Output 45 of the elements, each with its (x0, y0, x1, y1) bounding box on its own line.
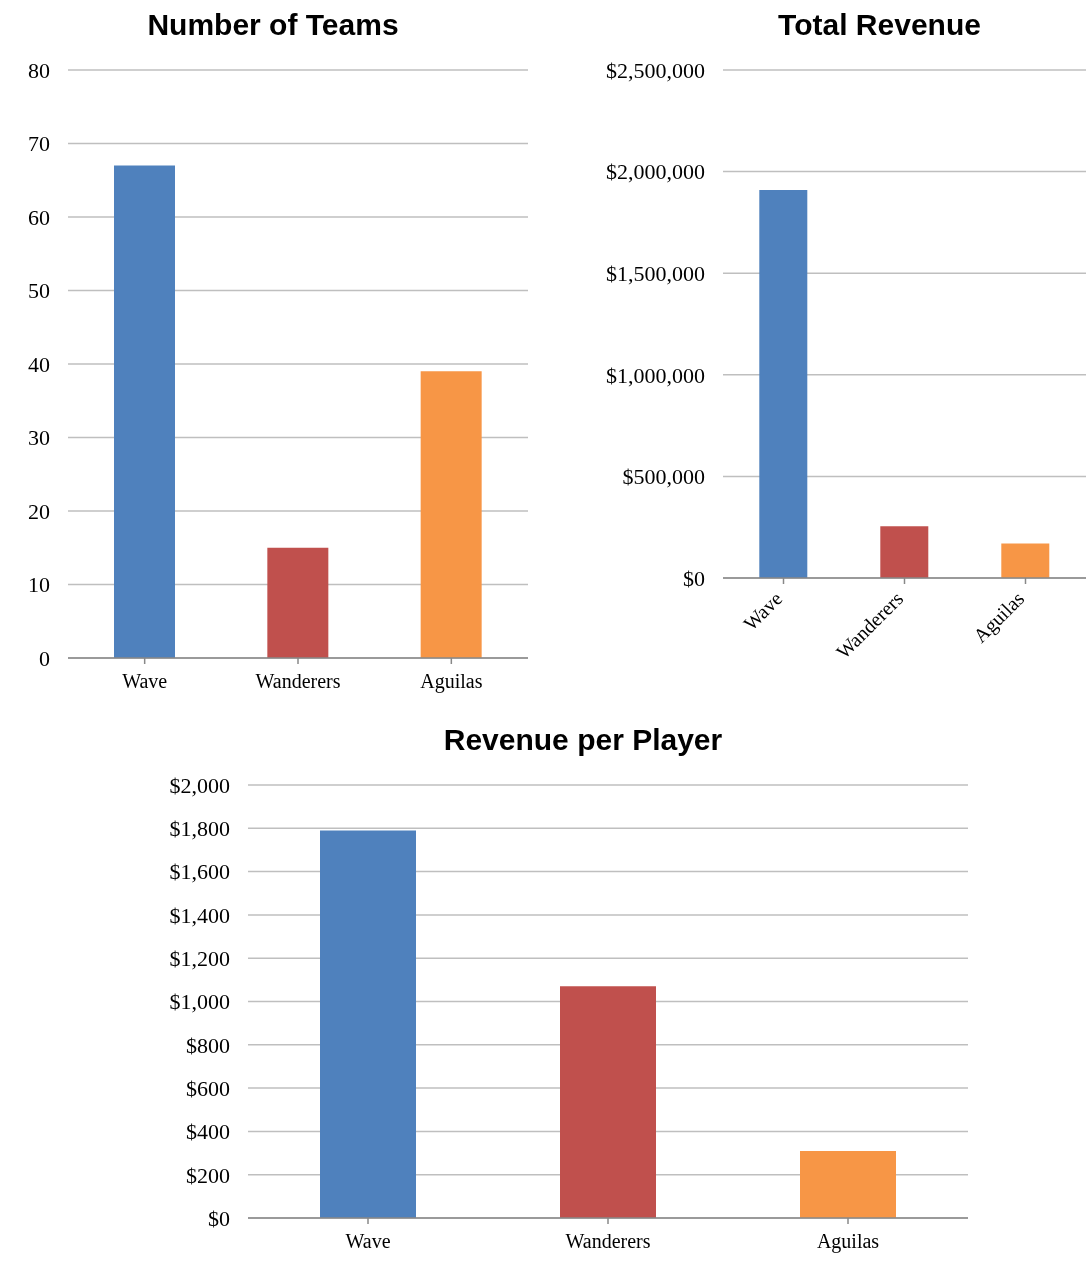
y-tick-label: $2,500,000 (606, 57, 705, 83)
y-tick-label: $2,000,000 (606, 159, 705, 185)
x-tick-label: Wave (122, 670, 168, 692)
y-tick-label: 70 (28, 131, 50, 157)
x-tick-label: Wave (345, 1230, 391, 1252)
bar (420, 371, 482, 658)
y-tick-label: $600 (186, 1075, 230, 1101)
y-tick-label: $1,800 (169, 816, 230, 842)
bar (1001, 543, 1050, 578)
chart-title: Total Revenue (777, 8, 982, 43)
bar (114, 165, 175, 658)
x-tick-label: Wave (738, 587, 787, 635)
y-tick-label: $2,000 (169, 772, 230, 798)
bar (560, 986, 656, 1218)
y-tick-label: 10 (28, 572, 50, 598)
y-tick-label: 20 (28, 498, 50, 524)
y-tick-label: 80 (28, 57, 50, 83)
bar (800, 1150, 896, 1218)
y-tick-label: 40 (28, 351, 50, 377)
y-tick-label: 30 (28, 425, 50, 451)
y-tick-label: $1,000,000 (606, 362, 705, 388)
bar (267, 547, 329, 658)
y-tick-label: $0 (208, 1205, 230, 1231)
bar (880, 526, 929, 578)
chart-title: Number of Teams (146, 8, 400, 43)
y-tick-label: $1,000 (169, 989, 230, 1015)
y-tick-label: $200 (186, 1162, 230, 1188)
bar (759, 189, 808, 578)
y-tick-label: 60 (28, 204, 50, 230)
y-tick-label: $500,000 (622, 464, 705, 490)
x-tick-label: Aguilas (816, 1230, 880, 1253)
y-tick-label: $1,400 (169, 902, 230, 928)
y-tick-label: 50 (28, 278, 50, 304)
y-tick-label: $1,500,000 (606, 261, 705, 287)
chart-title: Revenue per Player (442, 723, 724, 758)
x-tick-label: Wanderers (565, 1230, 651, 1252)
y-tick-label: 0 (39, 645, 50, 671)
x-tick-label: Aguilas (420, 670, 483, 693)
y-tick-label: $800 (186, 1032, 230, 1058)
y-tick-label: $1,600 (169, 859, 230, 885)
y-tick-label: $400 (186, 1119, 230, 1145)
bar (320, 830, 416, 1218)
y-tick-label: $0 (683, 565, 705, 591)
y-tick-label: $1,200 (169, 946, 230, 972)
x-tick-label: Wanderers (255, 670, 341, 692)
